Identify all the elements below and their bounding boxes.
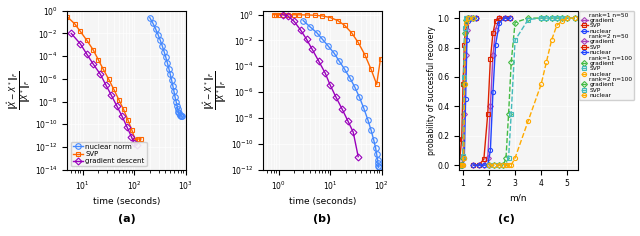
- nuclear norm: [156, 39, 164, 42]
- gradient descent: [123, 125, 131, 128]
- Text: (c): (c): [498, 214, 515, 224]
- nuclear norm: [149, 22, 157, 25]
- nuclear norm: [164, 62, 172, 64]
- nuclear norm: [178, 115, 186, 118]
- gradient descent: [113, 105, 121, 107]
- nuclear norm: [176, 113, 184, 116]
- SVP: [77, 30, 84, 33]
- nuclear norm: [177, 114, 184, 117]
- gradient descent: [102, 83, 109, 86]
- X-axis label: time (seconds): time (seconds): [93, 197, 160, 206]
- SVP: [71, 22, 79, 25]
- SVP: [110, 88, 118, 91]
- Text: (b): (b): [314, 214, 332, 224]
- nuclear norm: [162, 56, 170, 59]
- SVP: [137, 138, 145, 140]
- Y-axis label: probability of successful recovery: probability of successful recovery: [427, 26, 436, 155]
- gradient descent: [127, 135, 135, 138]
- gradient descent: [118, 115, 126, 118]
- SVP: [128, 129, 136, 131]
- gradient descent: [108, 94, 115, 97]
- nuclear norm: [172, 100, 180, 103]
- SVP: [90, 49, 97, 51]
- gradient descent: [90, 63, 97, 65]
- SVP: [124, 118, 132, 121]
- gradient descent: [133, 143, 141, 146]
- nuclear norm: [168, 79, 175, 81]
- Line: gradient descent: gradient descent: [69, 31, 139, 147]
- nuclear norm: [165, 67, 173, 70]
- nuclear norm: [160, 50, 168, 53]
- gradient descent: [97, 73, 104, 76]
- nuclear norm: [173, 105, 181, 107]
- nuclear norm: [154, 33, 162, 36]
- SVP: [120, 108, 127, 111]
- SVP: [99, 68, 107, 71]
- X-axis label: time (seconds): time (seconds): [289, 197, 356, 206]
- Line: nuclear norm: nuclear norm: [147, 15, 184, 119]
- SVP: [134, 138, 142, 140]
- Y-axis label: $\frac{\|\hat{X}-X^*\|_F}{\|X^*\|_F}$: $\frac{\|\hat{X}-X^*\|_F}{\|X^*\|_F}$: [202, 71, 229, 110]
- SVP: [105, 78, 113, 81]
- gradient descent: [83, 53, 91, 55]
- SVP: [115, 98, 123, 101]
- nuclear norm: [170, 90, 178, 93]
- Y-axis label: $\frac{\|\hat{X}-X^*\|_F}{\|X^*\|_F}$: $\frac{\|\hat{X}-X^*\|_F}{\|X^*\|_F}$: [6, 71, 33, 110]
- Line: SVP: SVP: [65, 14, 143, 143]
- gradient descent: [131, 142, 138, 145]
- nuclear norm: [177, 115, 185, 118]
- nuclear norm: [166, 73, 174, 76]
- SVP: [83, 39, 91, 42]
- SVP: [63, 15, 71, 18]
- nuclear norm: [146, 16, 154, 19]
- Legend: rank=1 n=50, gradient, SVP, nuclear, rank=2 n=50, gradient, SVP, nuclear, rank=1: rank=1 n=50, gradient, SVP, nuclear, ran…: [579, 11, 634, 100]
- nuclear norm: [152, 28, 159, 30]
- nuclear norm: [177, 114, 184, 117]
- Legend: nuclear norm, SVP, gradient descent: nuclear norm, SVP, gradient descent: [71, 142, 147, 166]
- SVP: [94, 58, 102, 61]
- nuclear norm: [175, 112, 183, 115]
- Text: (a): (a): [118, 214, 136, 224]
- gradient descent: [77, 42, 84, 45]
- nuclear norm: [159, 44, 166, 47]
- gradient descent: [67, 32, 75, 35]
- nuclear norm: [174, 108, 182, 111]
- nuclear norm: [172, 96, 179, 98]
- nuclear norm: [169, 84, 177, 87]
- X-axis label: m/n: m/n: [509, 194, 527, 203]
- nuclear norm: [175, 110, 182, 113]
- SVP: [131, 139, 139, 141]
